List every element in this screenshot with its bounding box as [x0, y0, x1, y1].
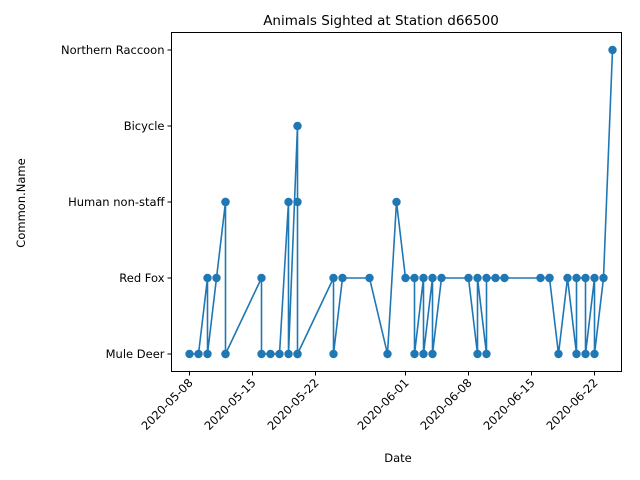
data-point	[221, 197, 230, 207]
data-point	[581, 273, 590, 283]
data-point	[554, 349, 563, 359]
data-point	[491, 273, 500, 283]
data-point	[338, 273, 347, 283]
data-point	[482, 349, 491, 359]
x-tick-label: 2020-05-08	[138, 376, 195, 433]
data-point	[365, 273, 374, 283]
data-point	[419, 349, 428, 359]
data-point	[464, 273, 473, 283]
data-point	[257, 349, 266, 359]
x-tick-label: 2020-06-08	[417, 376, 474, 433]
data-point	[473, 273, 482, 283]
data-point	[203, 273, 212, 283]
y-tick-label: Northern Raccoon	[61, 43, 165, 57]
data-point	[275, 349, 284, 359]
x-tick-label: 2020-05-15	[201, 376, 258, 433]
data-point	[410, 273, 419, 283]
data-point	[599, 273, 608, 283]
plot-frame	[171, 32, 622, 372]
data-point	[545, 273, 554, 283]
data-point	[590, 273, 599, 283]
data-point	[608, 45, 617, 55]
x-tick-label: 2020-06-22	[543, 376, 600, 433]
data-point	[383, 349, 392, 359]
data-point	[221, 349, 230, 359]
y-axis-label: Common.Name	[14, 158, 28, 247]
x-axis-label: Date	[384, 451, 412, 465]
plot-series	[185, 45, 617, 359]
y-tick-label: Mule Deer	[106, 347, 165, 361]
data-point	[500, 273, 509, 283]
data-point	[329, 273, 338, 283]
y-tick-label: Bicycle	[124, 119, 165, 133]
data-point	[428, 273, 437, 283]
data-point	[401, 273, 410, 283]
data-point	[293, 121, 302, 131]
data-point	[257, 273, 266, 283]
data-point	[572, 349, 581, 359]
data-point	[572, 273, 581, 283]
data-point	[563, 273, 572, 283]
y-tick-label: Human non-staff	[68, 195, 165, 209]
data-point	[482, 273, 491, 283]
data-point	[266, 349, 275, 359]
data-point	[194, 349, 203, 359]
data-point	[212, 273, 221, 283]
x-tick-label: 2020-06-15	[480, 376, 537, 433]
x-tick-label: 2020-06-01	[354, 376, 411, 433]
series-line	[189, 49, 614, 355]
data-point	[293, 349, 302, 359]
data-point	[203, 349, 212, 359]
data-point	[329, 349, 338, 359]
data-point	[419, 273, 428, 283]
data-point	[185, 349, 194, 359]
data-point	[581, 349, 590, 359]
x-axis: 2020-05-08 2020-05-15 2020-05-22 2020-06-01…	[138, 371, 601, 433]
y-axis: Mule Deer Red Fox Human non-staff Bicycle No…	[61, 43, 172, 361]
data-point	[473, 349, 482, 359]
data-point	[590, 349, 599, 359]
data-point	[284, 197, 293, 207]
data-point	[293, 197, 302, 207]
data-point	[392, 197, 401, 207]
data-point	[536, 273, 545, 283]
data-point	[410, 349, 419, 359]
y-tick-label: Red Fox	[119, 271, 164, 285]
chart-title: Animals Sighted at Station d66500	[263, 13, 499, 29]
x-tick-label: 2020-05-22	[264, 376, 321, 433]
data-point	[428, 349, 437, 359]
data-point	[437, 273, 446, 283]
data-point	[284, 349, 293, 359]
